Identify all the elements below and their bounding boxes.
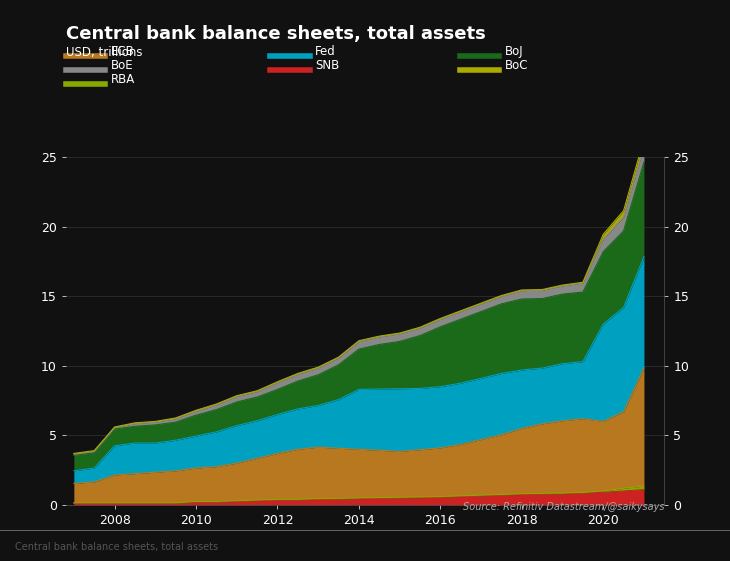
Text: Fed: Fed bbox=[315, 45, 336, 58]
Text: SNB: SNB bbox=[315, 59, 339, 72]
Text: Source: Refinitiv Datastream/@saikysays: Source: Refinitiv Datastream/@saikysays bbox=[463, 502, 664, 512]
Text: RBA: RBA bbox=[111, 73, 135, 86]
Text: Central bank balance sheets, total assets: Central bank balance sheets, total asset… bbox=[15, 542, 218, 552]
Text: USD, trillions: USD, trillions bbox=[66, 46, 142, 59]
Text: BoJ: BoJ bbox=[505, 45, 524, 58]
Text: BoE: BoE bbox=[111, 59, 134, 72]
Text: ECB: ECB bbox=[111, 45, 135, 58]
Text: BoC: BoC bbox=[505, 59, 529, 72]
Text: Central bank balance sheets, total assets: Central bank balance sheets, total asset… bbox=[66, 25, 485, 43]
